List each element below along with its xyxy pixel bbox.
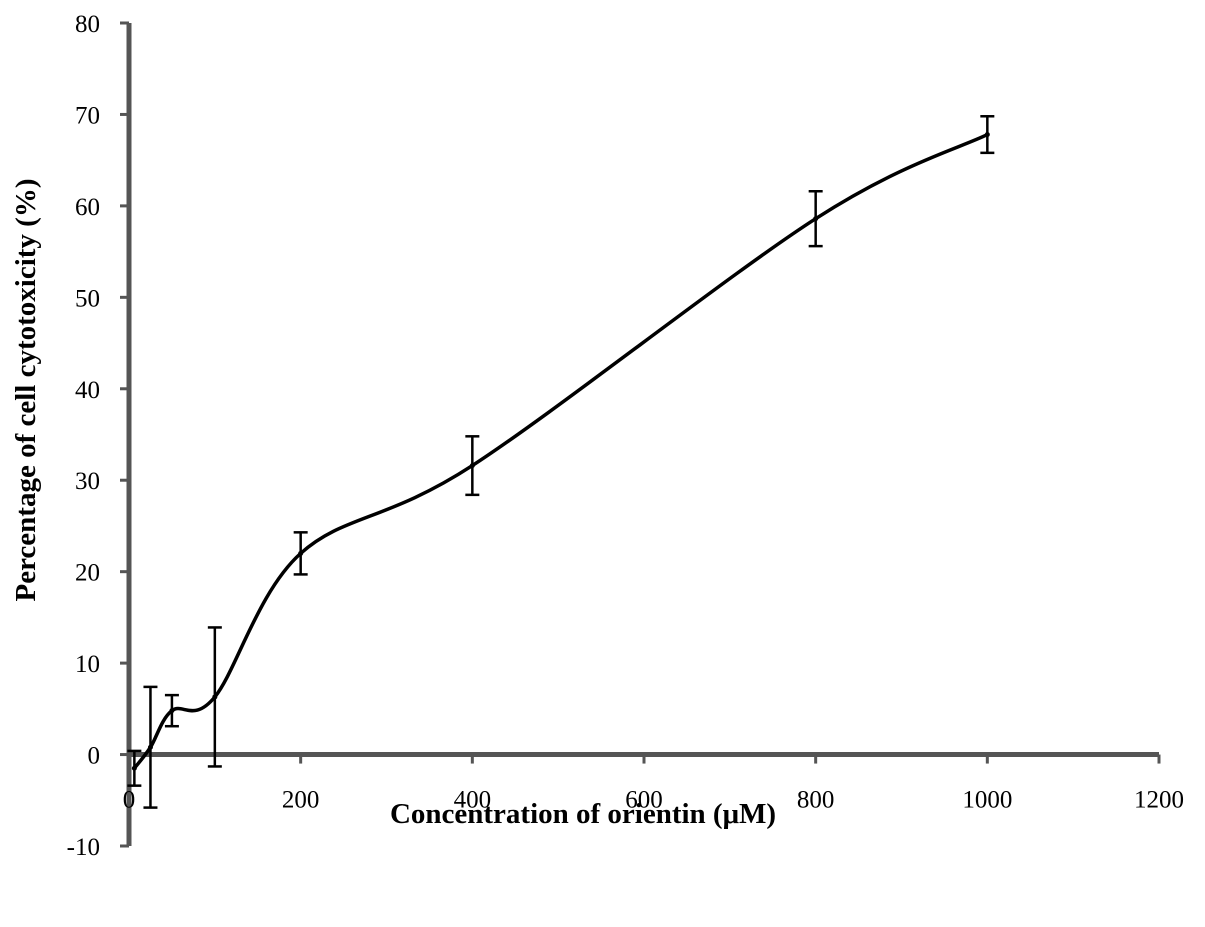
x-tick-label: 200 [282,787,320,814]
data-point [169,708,175,714]
data-point [469,463,475,469]
x-axis-label: Concentration of orientin (μM) [390,798,776,830]
y-tick-label: 0 [88,743,101,770]
y-tick-label: 30 [75,468,100,495]
data-point [212,694,218,700]
data-series [127,115,995,809]
y-tick-label: 20 [75,560,100,587]
y-tick-label: 70 [75,102,100,129]
x-tick-label: 1000 [962,787,1012,814]
data-point [298,550,304,556]
tick-marks [120,21,1161,848]
data-point [131,765,137,771]
data-point [813,216,819,222]
y-tick-label: 80 [75,11,100,38]
x-tick-label: 0 [123,787,136,814]
y-tick-label: 60 [75,194,100,221]
y-tick-label: -10 [67,834,100,861]
data-point [147,744,153,750]
data-point [984,132,990,138]
x-tick-label: 1200 [1134,787,1184,814]
x-tick-label: 400 [454,787,492,814]
y-axis-label: Percentage of cell cytotoxicity (%) [10,179,42,602]
x-tick-label: 800 [797,787,835,814]
y-tick-label: 40 [75,377,100,404]
series-line [132,132,989,770]
y-tick-label: 50 [75,285,100,312]
axes [126,23,1159,846]
y-tick-label: 10 [75,651,100,678]
x-tick-label: 600 [625,787,663,814]
